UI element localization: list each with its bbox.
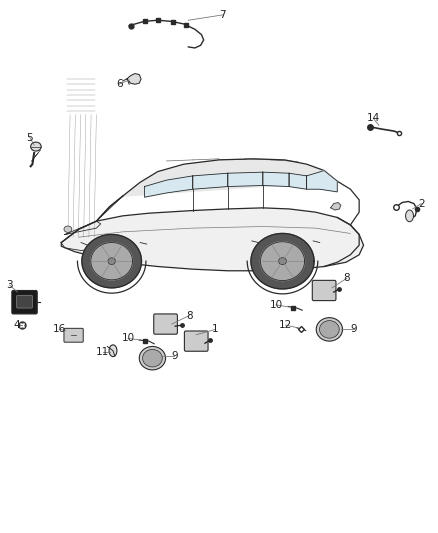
Polygon shape — [331, 203, 341, 210]
Polygon shape — [261, 242, 304, 280]
FancyBboxPatch shape — [64, 328, 83, 342]
FancyBboxPatch shape — [17, 295, 32, 308]
Polygon shape — [263, 172, 289, 187]
FancyBboxPatch shape — [154, 314, 177, 334]
FancyBboxPatch shape — [184, 331, 208, 351]
Text: 10: 10 — [269, 300, 283, 310]
Ellipse shape — [279, 258, 286, 265]
FancyBboxPatch shape — [312, 280, 336, 301]
Text: 4: 4 — [13, 320, 20, 330]
Text: 2: 2 — [418, 199, 425, 208]
Ellipse shape — [316, 318, 343, 341]
Text: 3: 3 — [6, 280, 13, 290]
Text: 8: 8 — [186, 311, 193, 320]
Ellipse shape — [139, 346, 166, 370]
Polygon shape — [289, 173, 307, 189]
Polygon shape — [307, 171, 337, 192]
Ellipse shape — [31, 142, 41, 151]
Polygon shape — [61, 208, 364, 271]
Text: 10: 10 — [121, 334, 134, 343]
Ellipse shape — [142, 350, 162, 367]
Text: 9: 9 — [171, 351, 178, 361]
Text: 7: 7 — [219, 10, 226, 20]
Polygon shape — [91, 243, 133, 280]
Text: 5: 5 — [26, 133, 33, 142]
Polygon shape — [127, 74, 141, 84]
Polygon shape — [228, 172, 263, 187]
Ellipse shape — [108, 258, 116, 264]
Ellipse shape — [64, 226, 72, 232]
Text: 9: 9 — [350, 325, 357, 334]
Ellipse shape — [406, 210, 413, 222]
Text: 1: 1 — [212, 325, 219, 334]
Text: 6: 6 — [116, 79, 123, 89]
Ellipse shape — [319, 321, 339, 338]
FancyBboxPatch shape — [12, 290, 37, 314]
Polygon shape — [123, 159, 337, 196]
Text: 11: 11 — [96, 347, 110, 357]
Ellipse shape — [109, 345, 117, 357]
Polygon shape — [145, 176, 193, 197]
Text: 8: 8 — [343, 273, 350, 283]
Text: 14: 14 — [367, 114, 380, 123]
Polygon shape — [193, 173, 228, 189]
Polygon shape — [251, 233, 314, 289]
Text: 16: 16 — [53, 325, 66, 334]
Text: 12: 12 — [279, 320, 292, 330]
Polygon shape — [82, 235, 141, 288]
